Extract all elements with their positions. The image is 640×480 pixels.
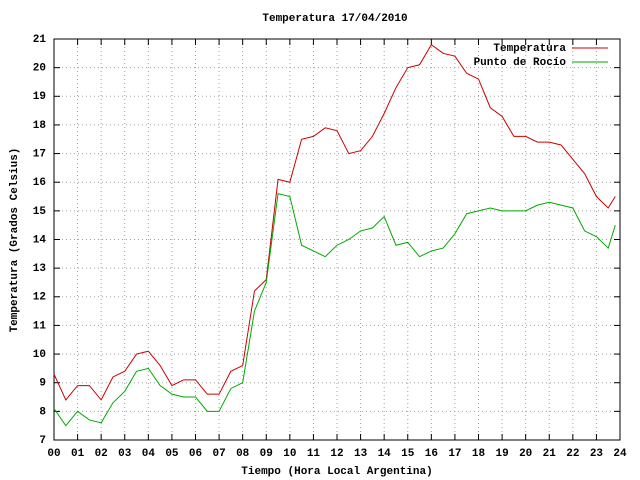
- y-tick-label: 11: [33, 320, 47, 332]
- x-tick-label: 19: [495, 448, 508, 460]
- x-tick-label: 11: [307, 448, 321, 460]
- x-tick-label: 04: [142, 448, 156, 460]
- x-tick-label: 18: [472, 448, 486, 460]
- y-tick-label: 9: [39, 378, 46, 390]
- y-tick-label: 16: [33, 177, 46, 189]
- y-tick-label: 19: [33, 91, 46, 103]
- y-tick-label: 17: [33, 148, 46, 160]
- x-tick-label: 15: [401, 448, 415, 460]
- y-tick-label: 21: [33, 34, 47, 46]
- x-tick-label: 06: [189, 448, 202, 460]
- x-axis-label: Tiempo (Hora Local Argentina): [241, 466, 432, 478]
- plot-border: [53, 38, 621, 441]
- x-tick-label: 03: [118, 448, 132, 460]
- y-tick-label: 15: [33, 206, 47, 218]
- legend-label: Punto de Rocío: [474, 57, 567, 69]
- x-tick-label: 22: [566, 448, 579, 460]
- y-tick-label: 14: [33, 234, 47, 246]
- x-tick-label: 00: [47, 448, 60, 460]
- x-tick-label: 24: [613, 448, 627, 460]
- x-tick-label: 16: [425, 448, 438, 460]
- x-tick-label: 13: [354, 448, 368, 460]
- y-tick-label: 12: [33, 292, 46, 304]
- x-tick-label: 23: [590, 448, 604, 460]
- y-tick-label: 10: [33, 349, 46, 361]
- y-tick-label: 7: [39, 435, 46, 447]
- legend-label: Temperatura: [493, 43, 566, 55]
- x-tick-label: 14: [378, 448, 392, 460]
- x-tick-label: 12: [330, 448, 343, 460]
- series-line: [53, 43, 616, 401]
- chart-title: Temperatura 17/04/2010: [262, 13, 407, 25]
- x-tick-label: 02: [95, 448, 108, 460]
- x-tick-label: 21: [543, 448, 557, 460]
- x-tick-label: 20: [519, 448, 532, 460]
- x-tick-label: 09: [260, 448, 273, 460]
- x-tick-label: 05: [165, 448, 179, 460]
- y-tick-label: 20: [33, 63, 46, 75]
- y-tick-label: 13: [33, 263, 47, 275]
- x-tick-label: 08: [236, 448, 250, 460]
- y-axis-label: Temperatura (Grados Celsius): [9, 148, 21, 333]
- y-tick-label: 8: [39, 406, 46, 418]
- x-tick-label: 10: [283, 448, 296, 460]
- x-tick-label: 17: [448, 448, 461, 460]
- x-tick-label: 07: [212, 448, 225, 460]
- y-tick-label: 18: [33, 120, 47, 132]
- series-line: [53, 193, 616, 427]
- x-tick-label: 01: [71, 448, 85, 460]
